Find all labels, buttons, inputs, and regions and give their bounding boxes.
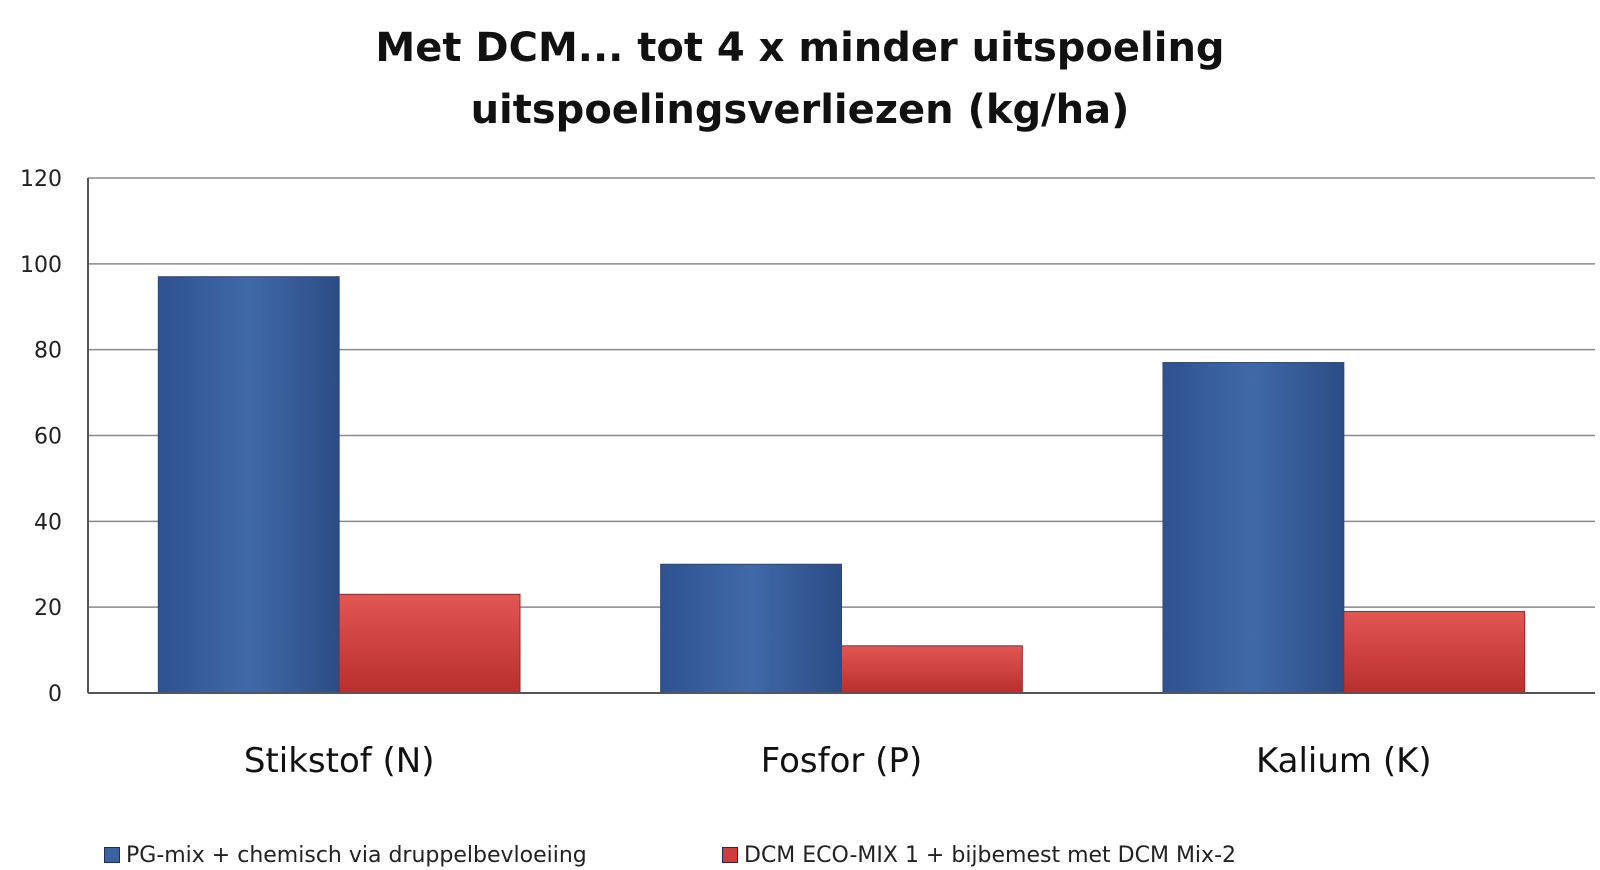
chart-subtitle: uitspoelingsverliezen (kg/ha) [470,87,1130,133]
tick-labels: 0 20 40 60 80 100 120 Stikstof (N) Fosfor (P) Kal… [20,167,1432,781]
y-tick-label: 0 [48,682,62,707]
legend-label: PG-mix + chemisch via druppelbevloeiing [126,842,587,868]
legend-item: DCM ECO-MIX 1 + bijbemest met DCM Mix-2 [722,842,1236,868]
legend-swatch [722,847,738,863]
y-tick-label: 120 [20,167,62,192]
y-tick-label: 20 [34,596,62,621]
bar [660,563,842,694]
x-tick-label: Stikstof (N) [244,741,435,781]
x-tick-label: Fosfor (P) [761,741,922,781]
x-tick-label: Kalium (K) [1256,741,1432,781]
y-tick-label: 80 [34,339,62,364]
bar [157,276,340,694]
y-tick-label: 100 [20,253,62,278]
axes [87,178,1595,694]
y-tick-label: 40 [34,510,62,535]
bars [157,276,1526,694]
y-tick-label: 60 [34,425,62,450]
chart-title: Met DCM... tot 4 x minder uitspoeling [375,25,1225,71]
legend-swatch [104,847,120,863]
bar [1343,610,1526,694]
legend-label: DCM ECO-MIX 1 + bijbemest met DCM Mix-2 [744,842,1237,868]
bar [841,645,1023,694]
bar [338,593,521,694]
legend-item: PG-mix + chemisch via druppelbevloeiing [104,842,587,868]
bar [1162,362,1345,694]
